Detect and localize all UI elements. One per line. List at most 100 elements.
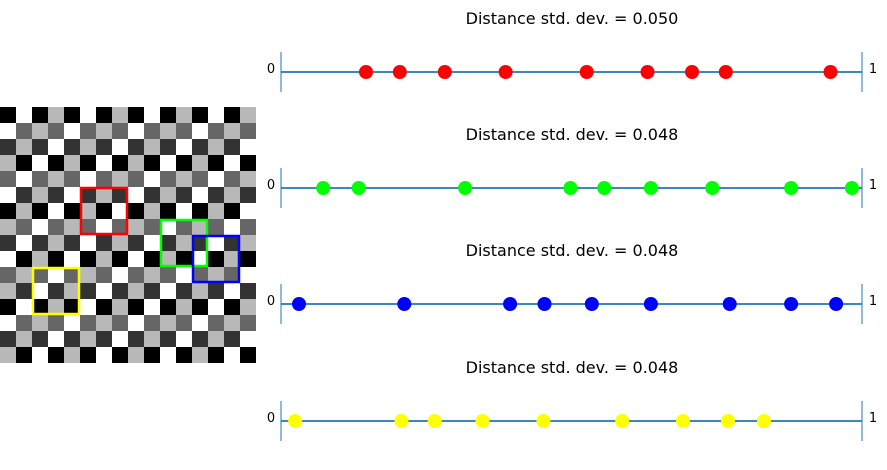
- grid-cell: [160, 187, 176, 203]
- strip-start-label: 0: [267, 294, 275, 309]
- grid-cell: [112, 251, 128, 267]
- data-point: [427, 414, 442, 428]
- grid-cell: [160, 315, 176, 331]
- grid-cell: [0, 203, 16, 219]
- grid-cell: [176, 123, 192, 139]
- grid-cell: [144, 315, 160, 331]
- grid-cell: [224, 267, 240, 283]
- grid-cell: [16, 155, 32, 171]
- grid-cell: [112, 267, 128, 283]
- grid-cell: [112, 331, 128, 347]
- data-point: [718, 65, 733, 79]
- strip-start-label: 0: [267, 62, 275, 77]
- grid-cell: [96, 155, 112, 171]
- data-point: [288, 414, 303, 428]
- grid-cell: [208, 331, 224, 347]
- grid-cell: [240, 251, 256, 267]
- grid-cell: [240, 235, 256, 251]
- grid-cell: [64, 235, 80, 251]
- grid-cell: [144, 203, 160, 219]
- strip-points: [288, 414, 771, 428]
- data-point: [643, 297, 658, 311]
- strip-points: [292, 297, 844, 311]
- grid-cell: [192, 203, 208, 219]
- grid-cell: [160, 171, 176, 187]
- grid-cell: [144, 235, 160, 251]
- grid-cell: [80, 139, 96, 155]
- grid-cell: [192, 235, 208, 251]
- grid-cell: [208, 347, 224, 363]
- grid-cell: [112, 123, 128, 139]
- strip-end-label: 1: [869, 411, 877, 426]
- grid-cell: [64, 187, 80, 203]
- strip-points: [359, 65, 838, 79]
- grid-cell: [112, 235, 128, 251]
- grid-cell: [96, 187, 112, 203]
- grid-cell: [144, 299, 160, 315]
- window-box-red: [79, 186, 129, 236]
- grid-cell: [96, 171, 112, 187]
- grid-cell: [144, 267, 160, 283]
- grid-cell: [144, 251, 160, 267]
- grid-cell: [64, 203, 80, 219]
- grid-cell: [224, 331, 240, 347]
- grid-cell: [0, 347, 16, 363]
- grid-cell: [0, 235, 16, 251]
- grid-cell: [208, 283, 224, 299]
- grid-cell: [96, 315, 112, 331]
- grid-cell: [176, 267, 192, 283]
- grid-cell: [0, 139, 16, 155]
- grid-cell: [128, 187, 144, 203]
- data-point: [536, 414, 551, 428]
- grid-cell: [224, 299, 240, 315]
- data-point: [844, 181, 859, 195]
- grid-cell: [128, 251, 144, 267]
- grid-cell: [144, 283, 160, 299]
- grid-cell: [176, 219, 192, 235]
- data-point: [537, 297, 552, 311]
- grid-cell: [32, 107, 48, 123]
- grid-cell: [64, 315, 80, 331]
- grid-cell: [176, 315, 192, 331]
- data-point: [676, 414, 690, 428]
- grid-cell: [160, 347, 176, 363]
- grid-cell: [240, 267, 256, 283]
- grid-cell: [176, 139, 192, 155]
- grid-cell: [96, 107, 112, 123]
- grid-cell: [240, 347, 256, 363]
- grid-cell: [80, 171, 96, 187]
- grid-cell: [128, 315, 144, 331]
- grid-cell: [224, 203, 240, 219]
- grid-cell: [240, 139, 256, 155]
- data-point: [722, 297, 737, 311]
- grid-cell: [48, 347, 64, 363]
- grid-cell: [128, 331, 144, 347]
- grid-cell: [176, 155, 192, 171]
- grid-cell: [64, 123, 80, 139]
- grid-cell: [16, 251, 32, 267]
- grid-cell: [240, 331, 256, 347]
- grid-cell: [208, 139, 224, 155]
- strip-title: Distance std. dev. = 0.048: [466, 241, 679, 260]
- grid-cell: [176, 171, 192, 187]
- grid-cell: [96, 299, 112, 315]
- grid-cell: [224, 251, 240, 267]
- grid-cell: [208, 251, 224, 267]
- grid-cell: [208, 155, 224, 171]
- data-point: [579, 65, 594, 79]
- grid-cell: [128, 107, 144, 123]
- data-point: [705, 181, 720, 195]
- grid-cell: [96, 123, 112, 139]
- grid-cell: [32, 219, 48, 235]
- grid-cell: [240, 107, 256, 123]
- window-box-blue: [191, 234, 241, 284]
- grid-cell: [32, 331, 48, 347]
- grid-cell: [48, 155, 64, 171]
- grid-cell: [32, 139, 48, 155]
- checkerboard-image: [0, 107, 256, 363]
- grid-cell: [0, 219, 16, 235]
- data-point: [437, 65, 452, 79]
- grid-cell: [144, 347, 160, 363]
- grid-cell: [48, 139, 64, 155]
- grid-cell: [32, 347, 48, 363]
